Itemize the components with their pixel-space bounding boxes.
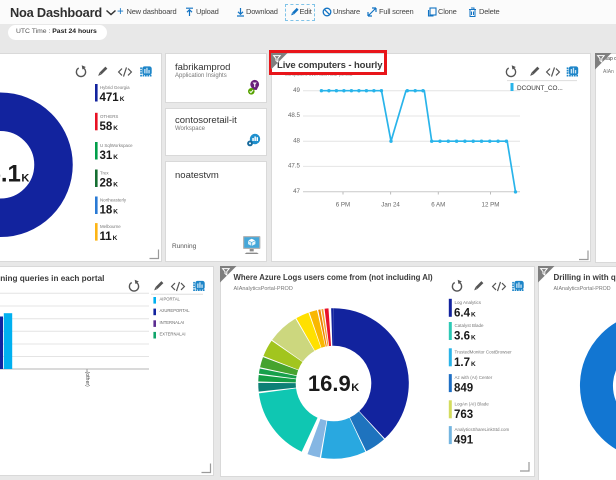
svg-text:Jan 24: Jan 24 — [381, 202, 400, 209]
svg-text:763: 763 — [454, 409, 473, 421]
svg-text:Hybrid Georgia: Hybrid Georgia — [100, 85, 130, 90]
svg-text:Az with (AI) Center: Az with (AI) Center — [455, 375, 493, 380]
svg-text:(other): (other) — [84, 372, 90, 388]
svg-text:6 PM: 6 PM — [336, 202, 350, 209]
svg-text:849: 849 — [454, 383, 473, 395]
svg-text:48.5: 48.5 — [288, 112, 301, 119]
svg-text:28K: 28K — [100, 178, 119, 190]
svg-text:48: 48 — [293, 137, 300, 144]
svg-text:Log Analytics: Log Analytics — [455, 300, 482, 305]
svg-text:AIPORTAL: AIPORTAL — [160, 297, 181, 302]
svg-text:3.6K: 3.6K — [454, 331, 476, 343]
svg-text:58K: 58K — [100, 121, 119, 133]
svg-text:6 AM: 6 AM — [431, 202, 445, 209]
svg-text:31K: 31K — [100, 150, 119, 162]
svg-text:AzUREPORTAL: AzUREPORTAL — [160, 308, 191, 313]
svg-text:EXTERNALAI: EXTERNALAI — [160, 332, 186, 337]
svg-text:Northeasterly: Northeasterly — [100, 198, 127, 203]
svg-text:6.4K: 6.4K — [454, 307, 476, 319]
svg-text:LogAn (AI) Blade: LogAn (AI) Blade — [455, 401, 490, 406]
svg-text:Catalyst Blade: Catalyst Blade — [455, 323, 485, 328]
svg-text:12 PM: 12 PM — [482, 202, 500, 209]
svg-text:DCOUNT_CO...: DCOUNT_CO... — [517, 85, 563, 92]
svg-text:5.1K: 5.1K — [0, 161, 29, 188]
svg-text:491: 491 — [454, 435, 474, 447]
svg-text:INTERNALAI: INTERNALAI — [160, 320, 185, 325]
svg-text:AnalyticsShareLinkStd.com: AnalyticsShareLinkStd.com — [455, 427, 510, 432]
svg-text:18K: 18K — [100, 205, 119, 217]
svg-text:1.7K: 1.7K — [454, 357, 476, 369]
svg-text:U SqlWorkspace: U SqlWorkspace — [100, 143, 133, 148]
svg-text:16.9K: 16.9K — [308, 371, 359, 396]
svg-text:Trex: Trex — [100, 171, 109, 176]
svg-text:TrustedMonitor CostBrowser: TrustedMonitor CostBrowser — [455, 349, 513, 354]
svg-text:49: 49 — [293, 87, 300, 94]
svg-text:OTHERS: OTHERS — [100, 114, 118, 119]
svg-text:11K: 11K — [100, 231, 118, 243]
svg-text:471K: 471K — [100, 92, 125, 104]
svg-text:Melbourne: Melbourne — [100, 224, 121, 229]
svg-text:47.5: 47.5 — [288, 163, 301, 170]
svg-text:47: 47 — [293, 188, 300, 195]
